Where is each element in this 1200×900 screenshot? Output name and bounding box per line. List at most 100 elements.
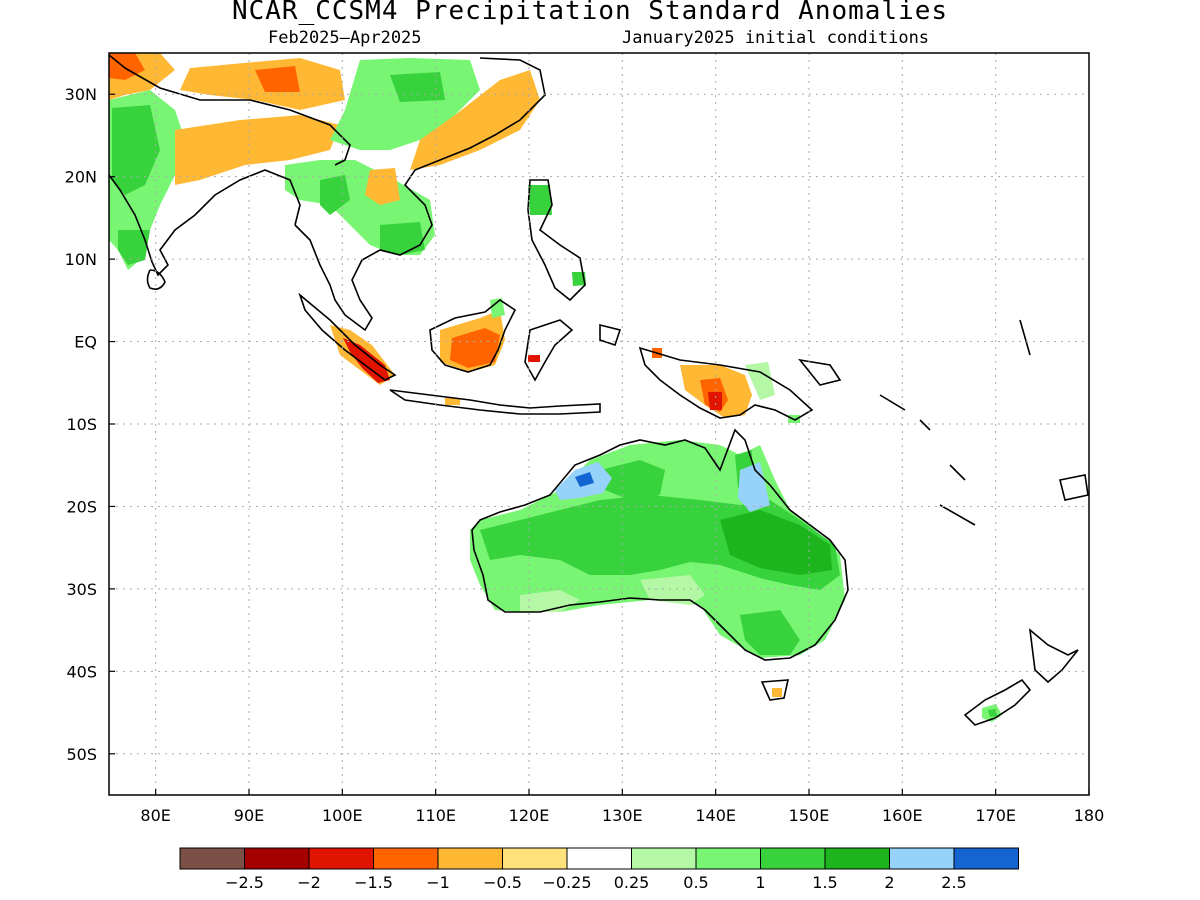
initial-conditions: January2025 initial conditions xyxy=(622,28,930,48)
coastlines xyxy=(109,54,1089,726)
colorbar-label: 1.5 xyxy=(812,873,837,892)
colorbar-swatch xyxy=(760,847,826,870)
himalaya-border xyxy=(109,54,351,166)
lat-label: 20S xyxy=(66,497,97,516)
colorbar-label: 2 xyxy=(884,873,894,892)
sumatra xyxy=(298,292,397,381)
sri-lanka xyxy=(146,269,166,290)
indochina-china-coast xyxy=(294,57,546,332)
anomaly-patch xyxy=(745,362,775,400)
colorbar-swatch xyxy=(953,847,1019,870)
new-britain xyxy=(798,358,842,386)
lat-label: 50S xyxy=(66,745,97,764)
colorbar-swatch xyxy=(566,847,632,870)
anomaly-patch xyxy=(343,338,390,383)
colorbar-label: −0.5 xyxy=(483,873,522,892)
lon-label: 150E xyxy=(789,806,830,825)
lon-label: 110E xyxy=(415,806,456,825)
colorbar-swatch xyxy=(179,847,245,870)
anomaly-shading xyxy=(109,53,1002,722)
fiji xyxy=(1059,474,1089,501)
colorbar-label: 1 xyxy=(755,873,765,892)
lat-label: 20N xyxy=(65,168,97,187)
anomaly-patch xyxy=(445,398,460,405)
colorbar-swatch xyxy=(824,847,890,870)
tasmania xyxy=(760,679,790,701)
axis-ticks xyxy=(109,93,1090,795)
lon-label: 100E xyxy=(322,806,363,825)
anomaly-patch xyxy=(410,70,540,170)
lon-label: 90E xyxy=(234,806,264,825)
lon-label: 160E xyxy=(882,806,923,825)
java-islands xyxy=(389,389,601,415)
colorbar-swatch xyxy=(502,847,568,870)
colorbar-swatch xyxy=(244,847,310,870)
anomaly-patch xyxy=(450,328,500,368)
anomaly-patch xyxy=(380,222,425,255)
colorbar-label: −1 xyxy=(426,873,450,892)
colorbar-swatch xyxy=(373,847,439,870)
anomaly-patch xyxy=(118,230,150,265)
anomaly-patch xyxy=(640,575,705,605)
anomaly-patch xyxy=(772,688,782,697)
anomaly-patch xyxy=(720,510,832,575)
australia xyxy=(471,428,849,661)
colorbar-label: −2 xyxy=(297,873,321,892)
colorbar-label: 0.5 xyxy=(683,873,708,892)
colorbar xyxy=(179,847,1019,870)
nz-south-island xyxy=(963,678,1032,726)
latitude-labels: 30N 20N 10N EQ 10S 20S 30S 40S 50S xyxy=(65,85,97,764)
lat-label: 10N xyxy=(65,250,97,269)
anomaly-patch xyxy=(738,462,770,512)
anomaly-patch xyxy=(320,175,350,215)
gridlines xyxy=(109,53,1089,795)
anomaly-patch xyxy=(175,115,340,185)
borneo xyxy=(429,299,517,373)
sulawesi xyxy=(524,319,574,382)
anomaly-patch xyxy=(600,460,665,500)
lat-label: 10S xyxy=(66,415,97,434)
nz-north-island xyxy=(1028,628,1079,684)
philippines xyxy=(527,179,586,302)
anomaly-patch xyxy=(528,185,552,215)
colorbar-label: −0.25 xyxy=(542,873,591,892)
lat-label: 30N xyxy=(65,85,97,104)
colorbar-label: −2.5 xyxy=(225,873,264,892)
anomaly-patch xyxy=(109,53,145,80)
new-guinea xyxy=(638,346,814,421)
colorbar-label: 0.25 xyxy=(614,873,650,892)
colorbar-labels: −2.5 −2 −1.5 −1 −0.5 −0.25 0.25 0.5 1 1.5 2 2.5 xyxy=(225,873,967,892)
colorbar-swatch xyxy=(437,847,503,870)
anomaly-patch xyxy=(575,472,594,487)
anomaly-patch xyxy=(988,709,997,717)
map-title: NCAR_CCSM4 Precipitation Standard Anomal… xyxy=(231,0,949,26)
lat-label: 40S xyxy=(66,662,97,681)
lon-label: 120E xyxy=(509,806,550,825)
colorbar-swatch xyxy=(695,847,761,870)
colorbar-label: 2.5 xyxy=(941,873,966,892)
lon-label: 180 xyxy=(1074,806,1105,825)
anomaly-patch xyxy=(365,168,400,205)
lon-label: 170E xyxy=(975,806,1016,825)
anomaly-patch xyxy=(490,298,505,318)
colorbar-swatch xyxy=(889,847,955,870)
colorbar-swatch xyxy=(631,847,697,870)
lon-label: 130E xyxy=(602,806,643,825)
anomaly-patch xyxy=(330,58,480,150)
colorbar-label: −1.5 xyxy=(354,873,393,892)
longitude-labels: 80E 90E 100E 110E 120E 130E 140E 150E 160E 170E 18… xyxy=(140,806,1104,825)
anomaly-patch xyxy=(740,610,800,655)
anomaly-patch xyxy=(528,355,540,362)
india-coast xyxy=(109,169,301,277)
anomaly-patch xyxy=(708,392,722,410)
anomaly-patch xyxy=(112,105,160,195)
lat-label: 30S xyxy=(66,580,97,599)
lon-label: 140E xyxy=(695,806,736,825)
pacific-islands xyxy=(879,319,1031,526)
anomaly-patch xyxy=(255,66,300,92)
colorbar-swatch xyxy=(308,847,374,870)
lon-label: 80E xyxy=(140,806,170,825)
lat-label: EQ xyxy=(74,333,97,352)
forecast-period: Feb2025–Apr2025 xyxy=(268,28,422,48)
